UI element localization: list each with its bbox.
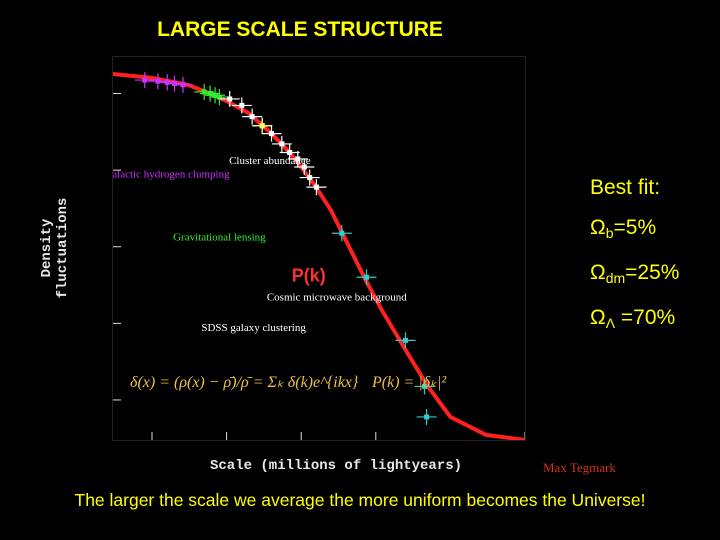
annotation-4: SDSS galaxy clustering [201, 322, 306, 334]
intergalactic-hydrogen-clumping-point [142, 77, 148, 83]
pk-formula: P(k) = |δₖ|² [372, 374, 447, 391]
omega-dm-row: Ωdm=25% [590, 261, 680, 286]
omega-dm-sub: dm [605, 270, 626, 286]
gravitational-lensing-point [212, 92, 218, 98]
sdss-galaxy-clustering-point [301, 164, 307, 170]
x-axis-label: Scale (millions of lightyears) [210, 458, 463, 474]
y-axis-label: Density fluctuations [39, 197, 71, 299]
sdss-galaxy-clustering-point [249, 114, 255, 120]
gravitational-lensing-point [201, 89, 207, 95]
best-fit-panel: Best fit: Ωb=5% Ωdm=25% ΩΛ =70% [590, 168, 679, 343]
cosmic-microwave-background-point [339, 230, 345, 236]
gravitational-lensing-point [216, 94, 222, 100]
cosmic-microwave-background-point [424, 414, 430, 420]
omega-lambda-row: ΩΛ =70% [590, 306, 676, 331]
omega-dm-value: =25% [625, 261, 680, 284]
annotation-3: Cosmic microwave background [267, 291, 407, 303]
cosmic-microwave-background-point [363, 274, 369, 280]
annotation-0: Intergalactic hydrogen clumping [113, 169, 230, 181]
chart-panel: 1010010001000010⁶10.10.010.0010.0001P(k)… [112, 56, 526, 441]
cosmic-microwave-background-point [422, 383, 428, 389]
intergalactic-hydrogen-clumping-point [171, 81, 177, 87]
slide-title: LARGE SCALE STRUCTURE [157, 18, 443, 41]
annotation-1: Gravitational lensing [173, 232, 266, 244]
omega-b-value: =5% [613, 216, 657, 239]
cluster-abundance-point [259, 123, 265, 129]
intergalactic-hydrogen-clumping-point [164, 79, 170, 85]
cosmic-microwave-background-point [402, 337, 408, 343]
omega-b-row: Ωb=5% [590, 216, 657, 241]
sdss-galaxy-clustering-point [279, 141, 285, 147]
sdss-galaxy-clustering-point [313, 184, 319, 190]
omega-b-sub: b [605, 225, 614, 241]
omega-lambda-value: =70% [615, 306, 676, 329]
intergalactic-hydrogen-clumping-point [180, 82, 186, 88]
delta-formula: δ(x) = (ρ(x) − ρ̄)/ρ̄ = Σₖ δ(k)e^{ikx} [130, 374, 359, 391]
slide-caption: The larger the scale we average the more… [74, 490, 646, 510]
sdss-galaxy-clustering-point [227, 96, 233, 102]
sdss-galaxy-clustering-point [239, 102, 245, 108]
pk-curve-label: P(k) [292, 266, 326, 286]
sdss-galaxy-clustering-point [269, 131, 275, 137]
annotation-2: Cluster abundance [229, 155, 311, 167]
sdss-galaxy-clustering-point [295, 156, 301, 162]
omega-lambda-sub: Λ [605, 315, 616, 331]
author-credit: Max Tegmark [543, 460, 616, 475]
chart-svg: 1010010001000010⁶10.10.010.0010.0001P(k)… [113, 72, 525, 440]
sdss-galaxy-clustering-point [287, 149, 293, 155]
best-fit-heading: Best fit: [590, 176, 661, 199]
intergalactic-hydrogen-clumping-point [155, 78, 161, 84]
sdss-galaxy-clustering-point [307, 175, 313, 181]
gravitational-lensing-point [207, 91, 213, 97]
